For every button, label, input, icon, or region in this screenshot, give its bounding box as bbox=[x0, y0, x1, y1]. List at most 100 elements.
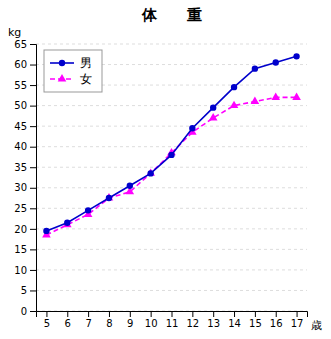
marker bbox=[252, 65, 258, 71]
tick-label: 0 bbox=[21, 306, 27, 317]
grid-line bbox=[36, 146, 307, 147]
tick-label: 5 bbox=[21, 285, 27, 296]
tick-mark bbox=[30, 249, 36, 250]
tick: 16 bbox=[270, 311, 283, 329]
y-axis: 05101520253035404550556065 bbox=[14, 39, 36, 317]
marker bbox=[147, 170, 153, 176]
marker bbox=[251, 97, 260, 104]
tick-label: 5 bbox=[44, 318, 50, 329]
tick-label: 10 bbox=[14, 265, 27, 276]
tick: 5 bbox=[44, 311, 50, 329]
tick-label: 60 bbox=[14, 59, 27, 70]
grid-line bbox=[36, 44, 307, 45]
tick-label: 15 bbox=[249, 318, 262, 329]
tick-mark bbox=[30, 106, 36, 107]
tick-label: 50 bbox=[14, 100, 27, 111]
tick-mark bbox=[88, 311, 89, 317]
tick: 5 bbox=[21, 285, 36, 296]
series bbox=[42, 92, 301, 237]
legend-item: 男 bbox=[50, 56, 92, 70]
tick-mark bbox=[30, 188, 36, 189]
tick-mark bbox=[234, 311, 235, 317]
tick-mark bbox=[67, 311, 68, 317]
tick-mark bbox=[30, 167, 36, 168]
grid-line bbox=[36, 249, 307, 250]
marker bbox=[273, 59, 279, 65]
grid-line bbox=[36, 105, 307, 106]
tick-mark bbox=[30, 229, 36, 230]
tick-mark bbox=[192, 311, 193, 317]
grid-line bbox=[36, 167, 307, 168]
tick-label: 17 bbox=[291, 318, 304, 329]
tick-mark bbox=[46, 311, 47, 317]
tick-label: 13 bbox=[207, 318, 220, 329]
tick-mark bbox=[30, 85, 36, 86]
tick: 14 bbox=[228, 311, 241, 329]
tick-label: 16 bbox=[270, 318, 283, 329]
tick: 6 bbox=[65, 311, 71, 329]
tick: 40 bbox=[14, 141, 36, 152]
tick-label: 35 bbox=[14, 162, 27, 173]
x-label: 歳 bbox=[311, 319, 322, 332]
tick: 55 bbox=[14, 80, 36, 91]
tick-mark bbox=[297, 311, 298, 317]
tick-label: 15 bbox=[14, 244, 27, 255]
tick-mark bbox=[109, 311, 110, 317]
tick: 15 bbox=[249, 311, 262, 329]
marker bbox=[210, 104, 216, 110]
tick-mark bbox=[276, 311, 277, 317]
tick-label: 9 bbox=[127, 318, 133, 329]
tick-label: 11 bbox=[166, 318, 179, 329]
grid-line bbox=[36, 228, 307, 229]
tick-mark bbox=[30, 290, 36, 291]
y-label: kg bbox=[8, 26, 21, 39]
tick: 10 bbox=[14, 265, 36, 276]
marker bbox=[209, 113, 218, 120]
tick: 11 bbox=[166, 311, 179, 329]
axis-line bbox=[37, 312, 308, 318]
tick-label: 40 bbox=[14, 141, 27, 152]
tick-mark bbox=[30, 147, 36, 148]
legend-label: 男 bbox=[80, 56, 92, 70]
tick-mark bbox=[213, 311, 214, 317]
tick-mark bbox=[30, 311, 36, 312]
legend: 男女 bbox=[44, 50, 102, 92]
marker bbox=[230, 101, 239, 108]
legend-marker bbox=[59, 60, 65, 66]
marks bbox=[42, 53, 301, 237]
marker bbox=[168, 152, 174, 158]
tick-mark bbox=[130, 311, 131, 317]
x-axis: 567891011121314151617 bbox=[37, 311, 308, 329]
line bbox=[46, 97, 296, 235]
marker bbox=[189, 125, 195, 131]
marker bbox=[64, 219, 70, 225]
tick-label: 10 bbox=[145, 318, 158, 329]
tick: 10 bbox=[145, 311, 158, 329]
tick-label: 25 bbox=[14, 203, 27, 214]
plot: 5678910111213141516170510152025303540455… bbox=[8, 26, 322, 332]
tick-mark bbox=[172, 311, 173, 317]
tick-mark bbox=[151, 311, 152, 317]
tick-label: 45 bbox=[14, 121, 27, 132]
grid-line bbox=[36, 290, 307, 291]
tick: 0 bbox=[21, 306, 36, 317]
tick: 9 bbox=[127, 311, 133, 329]
legend-marker bbox=[58, 74, 67, 81]
grid bbox=[36, 44, 307, 311]
marker bbox=[293, 53, 299, 59]
tick: 30 bbox=[14, 182, 36, 193]
tick-mark bbox=[30, 208, 36, 209]
marker bbox=[127, 183, 133, 189]
tick-label: 7 bbox=[85, 318, 91, 329]
tick: 12 bbox=[186, 311, 199, 329]
tick-label: 20 bbox=[14, 224, 27, 235]
tick: 60 bbox=[14, 59, 36, 70]
legend-label: 女 bbox=[80, 72, 92, 86]
marker bbox=[292, 92, 301, 99]
tick-mark bbox=[255, 311, 256, 317]
marker bbox=[271, 92, 280, 99]
tick: 15 bbox=[14, 244, 36, 255]
tick: 17 bbox=[291, 311, 304, 329]
grid-line bbox=[36, 269, 307, 270]
grid-line bbox=[36, 208, 307, 209]
